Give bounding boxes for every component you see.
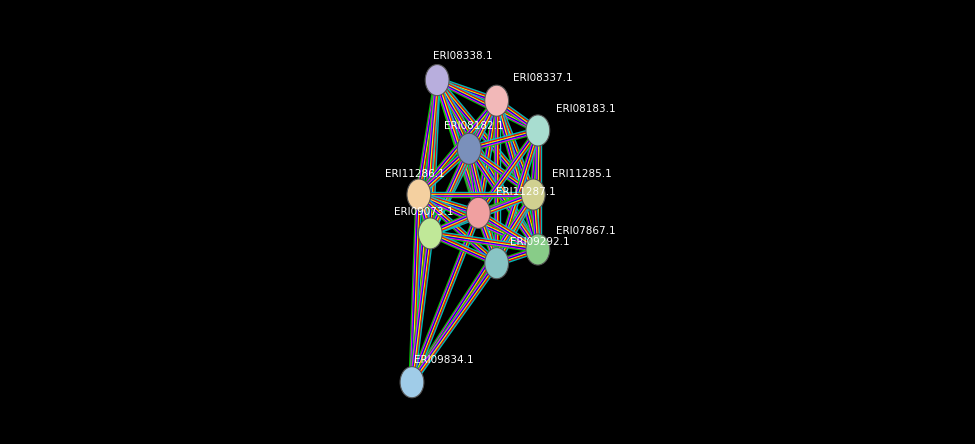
Ellipse shape: [526, 234, 550, 265]
Ellipse shape: [400, 367, 424, 398]
Text: ERI11286.1: ERI11286.1: [384, 169, 445, 178]
Ellipse shape: [485, 85, 509, 116]
Ellipse shape: [418, 218, 443, 249]
Text: ERI11285.1: ERI11285.1: [552, 169, 611, 178]
Ellipse shape: [407, 179, 431, 210]
Text: ERI07867.1: ERI07867.1: [556, 226, 616, 236]
Ellipse shape: [457, 133, 481, 164]
Ellipse shape: [485, 248, 509, 279]
Text: ERI08337.1: ERI08337.1: [513, 73, 572, 83]
Text: ERI08182.1: ERI08182.1: [444, 121, 504, 131]
Text: ERI09073.1: ERI09073.1: [394, 207, 453, 218]
Ellipse shape: [526, 115, 550, 146]
Ellipse shape: [466, 197, 490, 228]
Text: ERI08338.1: ERI08338.1: [433, 51, 492, 61]
Text: ERI09292.1: ERI09292.1: [510, 237, 570, 247]
Text: ERI09834.1: ERI09834.1: [414, 355, 474, 365]
Text: ERI11287.1: ERI11287.1: [495, 187, 556, 197]
Ellipse shape: [522, 179, 545, 210]
Ellipse shape: [425, 64, 449, 95]
Text: ERI08183.1: ERI08183.1: [556, 104, 616, 115]
